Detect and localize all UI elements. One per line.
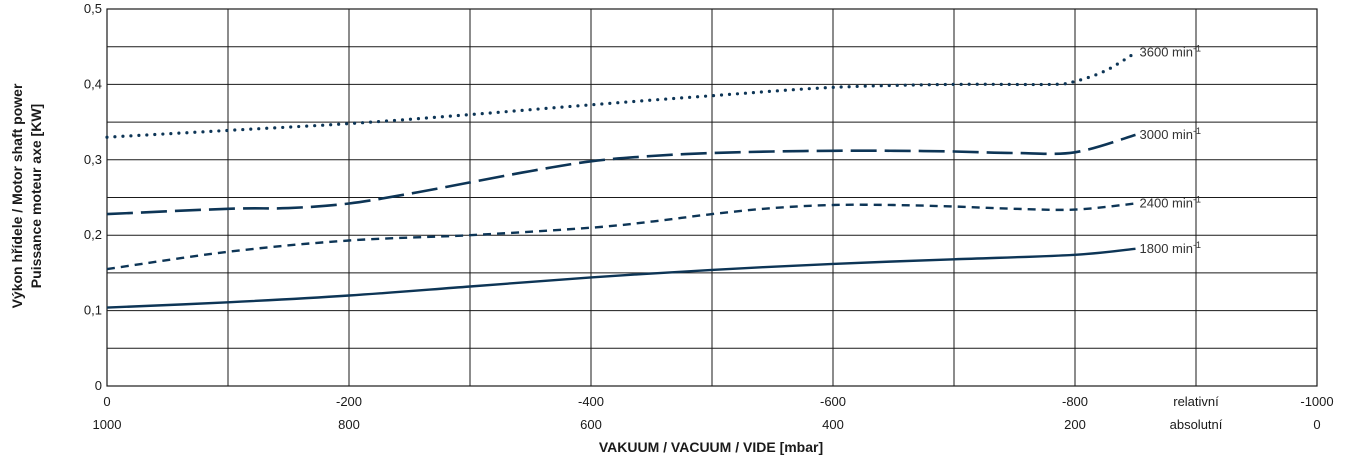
y-tick-label: 0,2 <box>84 227 102 242</box>
series <box>105 51 1138 309</box>
x-tick-label-absolute: 600 <box>580 417 602 432</box>
x-tick-labels: 0 1000 -200 800 -400 600 -600 400 -800 200 relativ… <box>93 394 1334 432</box>
series-label-2400: 2400 min-1 <box>1140 195 1202 211</box>
curve-labels: 1800 min-1 2400 min-1 3000 min-1 3600 min-1 <box>1140 44 1202 256</box>
x-tick-label-relative: relativní <box>1173 394 1219 409</box>
y-axis-title-line2: Puissance moteur axe [KW] <box>28 104 44 288</box>
y-tick-label: 0,3 <box>84 152 102 167</box>
y-axis-title-line1: Výkon hřídele / Motor shaft power <box>9 83 25 308</box>
y-tick-label: 0,5 <box>84 1 102 16</box>
x-tick-label-absolute: 400 <box>822 417 844 432</box>
series-label-1800: 1800 min-1 <box>1140 240 1202 256</box>
y-tick-label: 0 <box>95 378 102 393</box>
series-line-2400 <box>106 202 1136 271</box>
y-tick-label: 0,4 <box>84 76 102 91</box>
x-tick-label-absolute: 0 <box>1313 417 1320 432</box>
y-tick-labels: 0 0,1 0,2 0,3 0,4 0,5 <box>84 1 102 393</box>
series-line-3000 <box>106 133 1136 216</box>
x-tick-label-relative: -800 <box>1062 394 1088 409</box>
x-tick-label-absolute: 1000 <box>93 417 122 432</box>
series-label-3000: 3000 min-1 <box>1140 126 1202 142</box>
x-axis-title: VAKUUM / VACUUM / VIDE [mbar] <box>599 439 823 455</box>
x-tick-label-relative: -1000 <box>1300 394 1333 409</box>
series-line-3600 <box>105 51 1138 139</box>
y-tick-label: 0,1 <box>84 303 102 318</box>
x-tick-label-relative: -200 <box>336 394 362 409</box>
x-tick-label-relative: -600 <box>820 394 846 409</box>
series-line-1800 <box>106 247 1136 309</box>
x-tick-label-absolute: 200 <box>1064 417 1086 432</box>
plot-frame <box>106 8 1318 387</box>
x-tick-label-relative: -400 <box>578 394 604 409</box>
x-tick-label-relative: 0 <box>103 394 110 409</box>
x-tick-label-absolute: 800 <box>338 417 360 432</box>
x-tick-label-absolute: absolutní <box>1170 417 1223 432</box>
grid <box>107 9 1317 386</box>
series-label-3600: 3600 min-1 <box>1140 44 1202 60</box>
